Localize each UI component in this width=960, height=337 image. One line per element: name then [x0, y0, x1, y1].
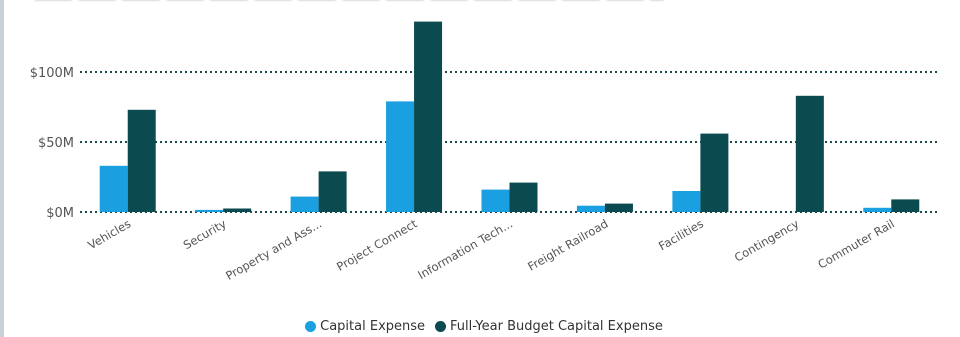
legend-dot-icon: [435, 320, 447, 332]
bar-capital-expense[interactable]: [386, 101, 415, 212]
y-tick-label: $100M: [30, 66, 74, 81]
bar-full-year-budget[interactable]: [891, 199, 920, 212]
legend-label: Full-Year Budget Capital Expense: [450, 318, 663, 334]
bar-full-year-budget[interactable]: [223, 208, 252, 213]
bar-capital-expense[interactable]: [672, 191, 701, 212]
bar-full-year-budget[interactable]: [604, 203, 633, 212]
x-tick-label: Security: [181, 216, 229, 252]
bar-capital-expense[interactable]: [290, 196, 319, 212]
y-tick-label: $0M: [46, 206, 74, 221]
bar-full-year-budget[interactable]: [127, 109, 156, 212]
bars: [99, 21, 920, 213]
x-tick-label: Property and Ass...: [223, 216, 324, 282]
x-tick-label: Information Tech...: [415, 216, 515, 282]
x-tick-label: Facilities: [656, 216, 706, 253]
bar-capital-expense[interactable]: [195, 209, 224, 212]
legend-dot-icon: [305, 320, 317, 332]
bar-capital-expense[interactable]: [99, 165, 128, 212]
legend-item-full-year-budget[interactable]: Full-Year Budget Capital Expense: [435, 319, 663, 334]
bar-capital-expense[interactable]: [863, 207, 892, 212]
bar-capital-expense[interactable]: [576, 205, 605, 212]
bar-capital-expense[interactable]: [481, 189, 510, 212]
bar-full-year-budget[interactable]: [795, 95, 824, 212]
bar-full-year-budget[interactable]: [509, 182, 538, 212]
bar-full-year-budget[interactable]: [414, 21, 443, 212]
y-axis: $0M $50M $100M: [30, 66, 74, 221]
y-tick-label: $50M: [38, 136, 74, 151]
bar-full-year-budget[interactable]: [700, 133, 729, 212]
x-tick-label: Commuter Rail: [815, 216, 896, 271]
x-tick-label: Contingency: [732, 216, 802, 264]
bar-full-year-budget[interactable]: [318, 171, 347, 212]
x-tick-label: Project Connect: [334, 216, 420, 274]
x-tick-label: Vehicles: [85, 216, 133, 252]
legend-item-capital-expense[interactable]: Capital Expense: [305, 319, 425, 334]
legend-label: Capital Expense: [320, 318, 426, 334]
legend: Capital Expense Full-Year Budget Capital…: [4, 316, 960, 336]
x-tick-label: Freight Railroad: [525, 216, 610, 273]
